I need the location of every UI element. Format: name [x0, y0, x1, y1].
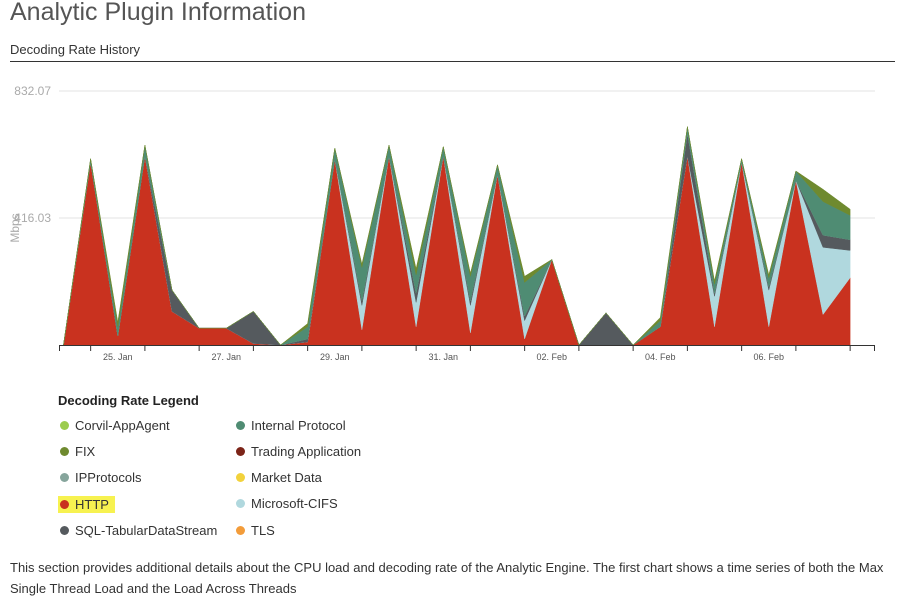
legend-item-label: Market Data [251, 470, 322, 485]
axis-layer: 416.03 832.07 25. Jan 27. Jan 29. Jan 31. Jan… [14, 84, 875, 362]
legend-item-label: Trading Application [251, 444, 362, 459]
x-tick-label: 29. Jan [320, 352, 350, 362]
legend-item-market-data[interactable]: Market Data [236, 470, 322, 485]
legend-marker-icon [236, 526, 245, 535]
legend-item-trading-application[interactable]: Trading Application [236, 444, 361, 459]
legend-marker-icon [60, 526, 69, 535]
legend-item-label: IPProtocols [75, 470, 142, 485]
legend-item-label: TLS [251, 523, 275, 538]
legend-marker-icon [60, 473, 69, 482]
x-tick-label: 06. Feb [753, 352, 784, 362]
decoding-rate-chart: 416.03 832.07 25. Jan 27. Jan 29. Jan 31. Jan… [8, 84, 875, 362]
legend-title: Decoding Rate Legend [58, 393, 199, 408]
legend-item-sql-tabulardatastream[interactable]: SQL-TabularDataStream [60, 523, 217, 538]
y-tick-label: 416.03 [14, 211, 51, 225]
y-tick-label: 832.07 [14, 84, 51, 98]
legend-marker-icon [236, 421, 245, 430]
x-tick-label: 27. Jan [212, 352, 242, 362]
legend-item-label: FIX [75, 444, 96, 459]
legend-item-internal-protocol[interactable]: Internal Protocol [236, 418, 346, 433]
section-description: This section provides additional details… [10, 560, 884, 596]
area-layer [63, 126, 851, 346]
x-tick-label: 04. Feb [645, 352, 676, 362]
section-header: Decoding Rate History [10, 42, 895, 62]
legend-item-label: Corvil-AppAgent [75, 418, 170, 433]
legend-item-label: SQL-TabularDataStream [75, 523, 218, 538]
area-series-fix [63, 126, 851, 346]
legend-item-fix[interactable]: FIX [60, 444, 95, 459]
grid-layer [59, 90, 875, 219]
legend-item-ipprotocols[interactable]: IPProtocols [60, 470, 141, 485]
legend-item-label: HTTP [75, 497, 109, 512]
legend-item-http[interactable]: HTTP [58, 496, 115, 513]
legend-item-corvil-appagent[interactable]: Corvil-AppAgent [60, 418, 170, 433]
y-axis-label: Mbps [8, 213, 22, 242]
page-title: Analytic Plugin Information [10, 0, 306, 26]
legend-item-tls[interactable]: TLS [236, 523, 275, 538]
legend-marker-icon [60, 447, 69, 456]
x-tick-label: 31. Jan [429, 352, 459, 362]
x-tick-label: 02. Feb [536, 352, 567, 362]
legend-item-microsoft-cifs[interactable]: Microsoft-CIFS [236, 496, 338, 511]
legend-item-label: Internal Protocol [251, 418, 346, 433]
legend-item-label: Microsoft-CIFS [251, 496, 338, 511]
x-tick-label: 25. Jan [103, 352, 133, 362]
legend-marker-icon [236, 447, 245, 456]
legend-marker-icon [236, 473, 245, 482]
legend-marker-icon [60, 421, 69, 430]
legend-marker-icon [60, 500, 69, 509]
legend-marker-icon [236, 499, 245, 508]
